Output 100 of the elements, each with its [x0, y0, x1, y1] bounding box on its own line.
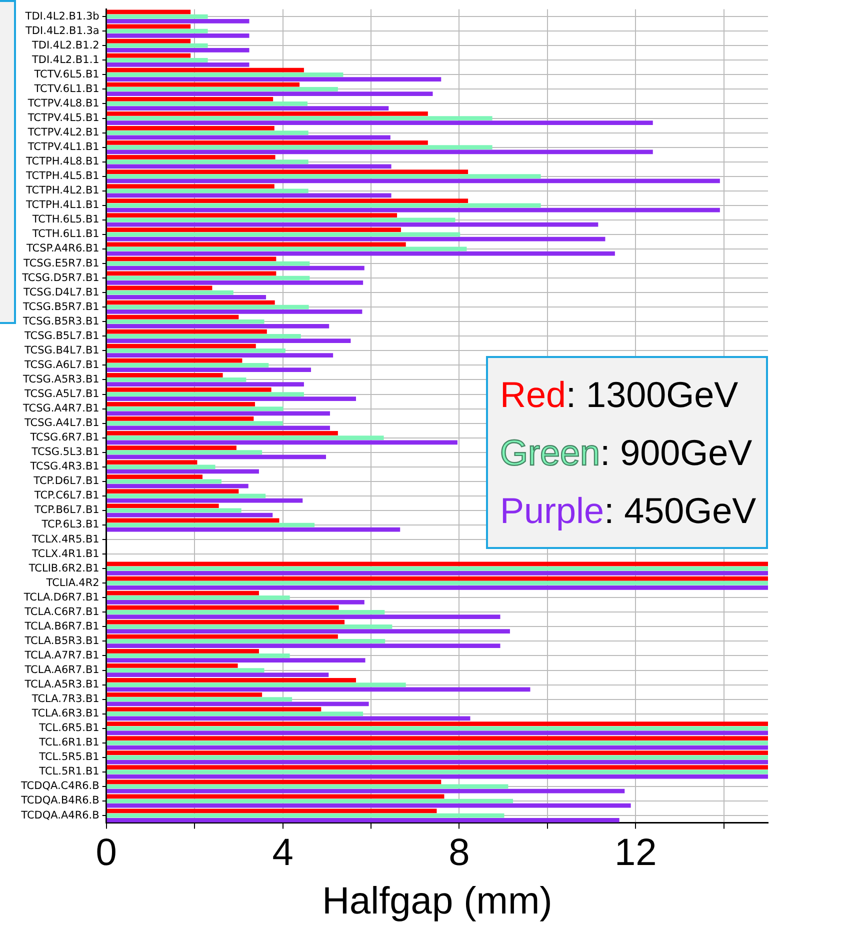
bar: [106, 716, 470, 721]
bar: [106, 595, 290, 600]
bar: [106, 164, 392, 169]
y-tick-label: TCDQA.C4R6.B: [20, 780, 100, 792]
bar: [106, 402, 255, 406]
bar: [106, 570, 768, 576]
y-tick-label: TCSG.D4L7.B1: [22, 286, 100, 298]
bar: [106, 489, 239, 494]
bar: [106, 750, 768, 756]
bar: [106, 712, 364, 716]
bar: [106, 213, 398, 218]
bar: [106, 256, 276, 262]
y-tick-label: TCSG.A5R3.B1: [22, 373, 100, 386]
y-tick-label: TCDQA.A4R6.B: [20, 809, 100, 822]
bar: [106, 48, 250, 52]
bar: [106, 421, 283, 426]
y-tick-label: TCP.B6L7.B1: [34, 504, 100, 516]
bar: [106, 363, 269, 368]
bar: [106, 135, 390, 140]
bar: [106, 498, 303, 503]
bar: [106, 426, 330, 430]
bar: [106, 372, 223, 378]
y-tick-label: TCL.6R1.B1: [38, 736, 100, 749]
y-tick-label: TCSG.5L3.B1: [30, 446, 100, 458]
bar: [106, 682, 406, 687]
bar: [106, 92, 433, 96]
bar: [106, 106, 389, 111]
bar: [106, 251, 615, 256]
bar: [106, 290, 234, 295]
y-tick-label: TCSG.A4L7.B1: [23, 417, 100, 430]
y-tick-label: TCSG.E5R7.B1: [22, 257, 100, 270]
bar: [106, 788, 625, 794]
bar: [106, 236, 606, 242]
bar: [106, 586, 768, 590]
bar: [106, 702, 369, 706]
y-tick-label: TCTPH.4L2.B1: [24, 184, 100, 197]
bar: [106, 416, 254, 421]
y-tick-label: TCTH.6L5.B1: [31, 214, 100, 226]
y-tick-label: TCL.5R1.B1: [38, 766, 100, 778]
bar: [106, 624, 392, 629]
y-tick-label: TCLIA.4R2: [45, 576, 100, 589]
bar: [106, 222, 598, 227]
bar: [106, 813, 504, 818]
bar: [106, 150, 653, 154]
bar: [106, 34, 250, 38]
bar: [106, 818, 620, 822]
bar: [106, 484, 248, 488]
bar: [106, 663, 238, 668]
y-tick-label: TCLA.6R3.B1: [30, 708, 100, 720]
bar: [106, 358, 242, 363]
y-tick-label: TCP.6L3.B1: [40, 518, 100, 531]
bar: [106, 53, 191, 58]
bar: [106, 576, 768, 581]
bar: [106, 512, 273, 518]
bar: [106, 808, 437, 814]
bar: [106, 620, 345, 624]
y-tick-label: TCSG.B5R7.B1: [22, 300, 100, 313]
bar: [106, 102, 308, 106]
bar: [106, 634, 338, 639]
bar: [106, 111, 428, 116]
x-tick-label: 0: [96, 832, 117, 874]
bar: [106, 614, 500, 619]
bar: [106, 692, 262, 697]
y-tick-label: TCLX.4R1.B1: [30, 548, 100, 560]
bar: [106, 803, 631, 808]
bar: [106, 446, 236, 450]
x-tick-label: 12: [614, 832, 657, 874]
bar: [106, 527, 400, 532]
y-tick-label: TCSP.A4R6.B1: [25, 242, 100, 255]
bar: [106, 43, 208, 48]
y-tick-label: TCSG.4R3.B1: [29, 460, 100, 473]
bar: [106, 116, 492, 120]
text: Green: 900GeV: [500, 432, 752, 473]
bar: [106, 469, 259, 474]
y-tick-label: TCLA.C6R7.B1: [24, 606, 100, 618]
bar: [106, 760, 768, 764]
bar: [106, 170, 468, 174]
y-tick-label: TCTV.6L1.B1: [33, 82, 100, 95]
bar: [106, 193, 392, 198]
bar: [106, 479, 222, 484]
y-tick-label: TCTPH.4L1.B1: [24, 199, 100, 212]
bar: [106, 178, 720, 184]
y-tick-label: TCSG.B5L7.B1: [23, 330, 100, 342]
bar: [106, 411, 330, 416]
bar: [106, 198, 468, 203]
bar: [106, 218, 456, 222]
bar: [106, 780, 442, 784]
y-tick-label: TCSG.A5L7.B1: [23, 388, 100, 400]
bar: [106, 697, 292, 702]
bar: [106, 72, 344, 77]
y-tick-label: TCTPH.4L8.B1: [24, 156, 100, 168]
bar: [106, 58, 208, 62]
y-tick-label: TDI.4L2.B1.2: [30, 39, 100, 52]
bar: [106, 319, 264, 324]
bar: [106, 344, 256, 348]
bar: [106, 518, 280, 523]
bar: [106, 774, 768, 779]
bar: [106, 310, 362, 314]
y-tick-label: TCSG.6R7.B1: [29, 432, 100, 444]
bar: [106, 387, 272, 392]
